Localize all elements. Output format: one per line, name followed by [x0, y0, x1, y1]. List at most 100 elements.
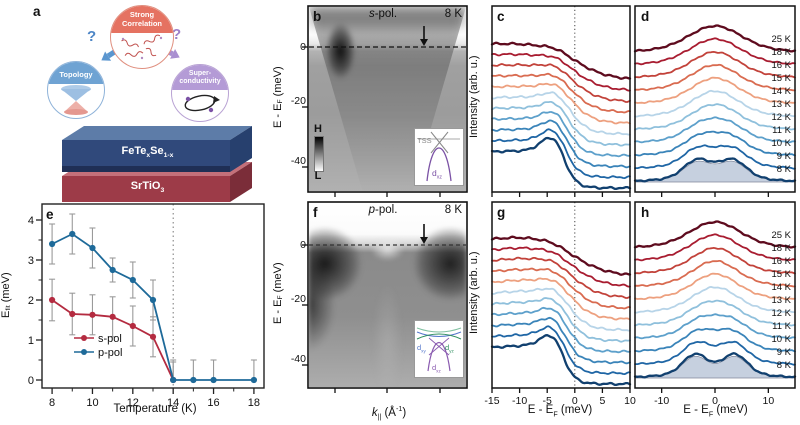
- edc-curve: [491, 72, 631, 114]
- spin-fluctuation-icon: [121, 34, 163, 60]
- edc-curve: [491, 306, 631, 354]
- panel-b-temperature: 8 K: [444, 8, 462, 20]
- film-front-face: [62, 140, 230, 166]
- x-tick-label: 18: [248, 397, 260, 409]
- y-tick-label: 0: [28, 375, 34, 387]
- correlation-cap: Strong Correlation: [111, 6, 173, 34]
- panel-c-letter: c: [497, 9, 505, 24]
- panel-g-letter: g: [497, 205, 506, 220]
- data-point-p-pol: [190, 376, 197, 384]
- panel-f-temperature: 8 K: [444, 204, 462, 216]
- x-tick-label: 12: [127, 397, 139, 409]
- band-schematic-f: [416, 327, 462, 372]
- legend-label: s-pol: [98, 333, 122, 345]
- substrate-front-face: [62, 176, 230, 202]
- x-tick-label: -5: [543, 395, 552, 407]
- x-tick-label: -15: [484, 395, 499, 407]
- edc-curve: [634, 37, 796, 66]
- film-top-face: [62, 126, 252, 140]
- film-bottom-strip: [62, 166, 230, 172]
- data-point-p-pol: [210, 376, 217, 384]
- data-point-s-pol: [89, 311, 96, 318]
- edc-curve: [634, 286, 796, 314]
- panel-h-letter: h: [641, 205, 650, 220]
- edc-curve: [491, 119, 631, 169]
- x-tick-label: -10: [654, 395, 669, 407]
- temp-label: 15 K: [771, 269, 791, 280]
- edc-curve: [634, 103, 796, 131]
- x-tick-label: 8: [49, 397, 55, 409]
- superconductivity-label-1: Super-: [188, 70, 212, 77]
- panel-f-ticks: [302, 244, 441, 393]
- temp-label: 9 K: [777, 151, 792, 162]
- temp-label: 15 K: [771, 73, 791, 84]
- edc-curve: [634, 247, 796, 275]
- edc-curve: [490, 334, 632, 387]
- edc-curve: [490, 136, 632, 191]
- panel-d-letter: d: [641, 9, 650, 24]
- data-line-p-pol: [51, 232, 254, 381]
- edc-curve: [634, 51, 796, 79]
- panel-e-xlabel: Temperature (K): [113, 403, 197, 415]
- edc-curve: [491, 246, 631, 288]
- data-point-s-pol: [149, 333, 157, 340]
- x-tick-label: 0: [712, 395, 718, 407]
- panel-frame: [491, 201, 631, 389]
- legend-marker: [81, 335, 87, 341]
- data-point-p-pol: [89, 244, 96, 252]
- edc-curve: [634, 313, 796, 340]
- panel-h-xlabel: E - EF (meV): [683, 404, 748, 419]
- panel-h-plot: -10 0 10 25 K 18 K 16 K 15 K 14 K 13 K 12 K 11 K 10…: [633, 201, 797, 407]
- question-mark-right: ?: [172, 26, 182, 43]
- data-point-s-pol: [69, 310, 76, 318]
- data-point-p-pol: [69, 230, 76, 238]
- panel-e-label: e: [46, 207, 54, 222]
- legend-marker: [81, 349, 87, 355]
- edc-curve: [633, 157, 797, 183]
- edc-curve: [634, 116, 796, 144]
- x-tick-label: 10: [86, 397, 98, 409]
- edc-curve: [633, 220, 797, 249]
- sample-stack: [62, 126, 252, 202]
- temp-label: 12 K: [771, 112, 791, 123]
- panel-f-title: p-pol.: [368, 204, 398, 216]
- panel-f: dxy dyz dxz: [298, 200, 469, 425]
- temp-label: 18 K: [771, 47, 791, 58]
- data-point-p-pol: [170, 376, 177, 384]
- edc-curve: [634, 299, 796, 327]
- y-tick-label: 1: [28, 335, 34, 347]
- panel-f-arpes-image: [309, 203, 466, 387]
- correlation-label-1: Strong: [129, 10, 155, 19]
- temp-label: 10 K: [771, 334, 791, 345]
- panel-f-ytick-20: -20: [290, 293, 306, 305]
- edc-curve: [491, 256, 631, 299]
- panel-g-ylabel: Intensity (arb. u.): [468, 251, 480, 335]
- panel-b-letter: b: [313, 9, 322, 24]
- kf-arrow-icon: [420, 26, 428, 46]
- panel-b: H L TSS dxz: [298, 4, 469, 206]
- edc-curve: [634, 144, 796, 170]
- tss-label: TSS: [417, 136, 432, 145]
- colorbar-low-label: L: [314, 170, 322, 182]
- film-formula: FeTexSe1-x: [121, 145, 174, 160]
- data-point-p-pol: [250, 376, 258, 384]
- substrate-formula: SrTiO3: [130, 180, 165, 195]
- temp-label: 8 K: [777, 164, 792, 175]
- panel-f-xlabel: k|| (Å-1): [371, 405, 407, 422]
- edc-curve: [634, 340, 796, 366]
- edc-curve: [491, 63, 631, 103]
- edc-curve: [634, 130, 796, 157]
- edc-curve: [491, 297, 631, 343]
- panel-frame: [491, 5, 631, 193]
- colorbar: [314, 136, 324, 172]
- edc-curve: [490, 235, 632, 276]
- x-tick-label: 16: [207, 397, 219, 409]
- dxz-label-f: dxz: [432, 363, 441, 374]
- temp-label: 16 K: [771, 256, 791, 267]
- edc-curve: [491, 128, 631, 179]
- edc-curve: [491, 287, 631, 332]
- data-point-p-pol: [109, 266, 116, 274]
- kf-arrow-icon-f: [420, 224, 428, 244]
